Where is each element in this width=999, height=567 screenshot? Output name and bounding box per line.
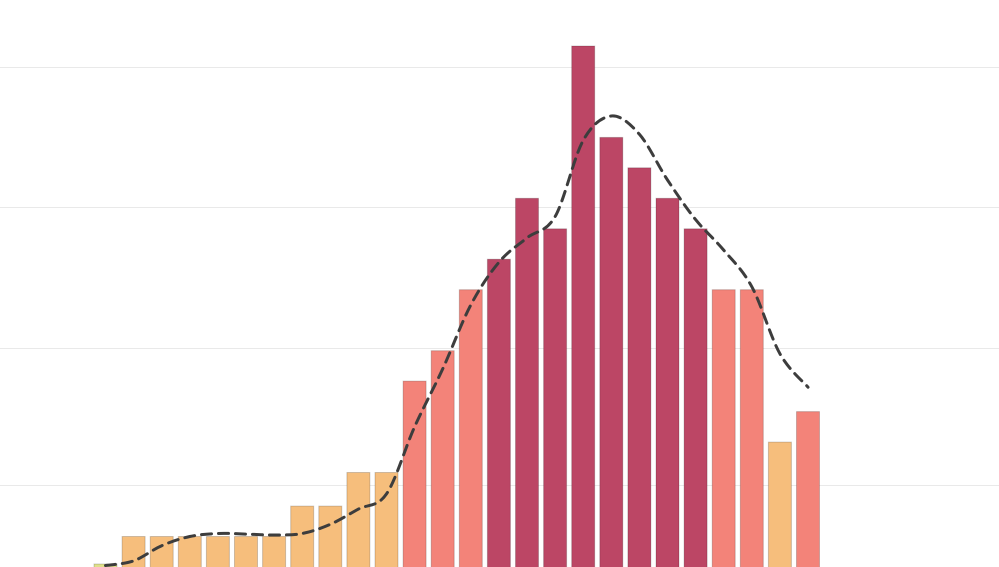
bar-17 (543, 228, 568, 567)
bar-12 (402, 380, 427, 567)
bar-25 (767, 441, 792, 567)
bar-26 (796, 411, 820, 567)
bar-7 (262, 536, 287, 567)
bar-19 (599, 136, 624, 567)
bar-9 (318, 505, 343, 567)
bar-4 (177, 536, 202, 567)
bar-20 (627, 167, 652, 567)
bar-13 (430, 350, 455, 567)
bar-24 (739, 289, 764, 567)
bar-3 (149, 536, 174, 567)
bar-5 (205, 536, 230, 567)
bar-10 (346, 472, 371, 567)
bar-18 (571, 45, 596, 567)
bar-16 (515, 197, 539, 567)
bars (93, 45, 820, 567)
bar-15 (486, 258, 511, 567)
bar-21 (655, 197, 680, 567)
bar-11 (374, 472, 399, 567)
bar-14 (458, 289, 483, 567)
bar-22 (683, 228, 708, 567)
bar-6 (234, 536, 258, 567)
trend-layer (104, 114, 810, 567)
bar-23 (711, 289, 736, 567)
bar-8 (290, 505, 315, 567)
trend-line (104, 114, 810, 567)
